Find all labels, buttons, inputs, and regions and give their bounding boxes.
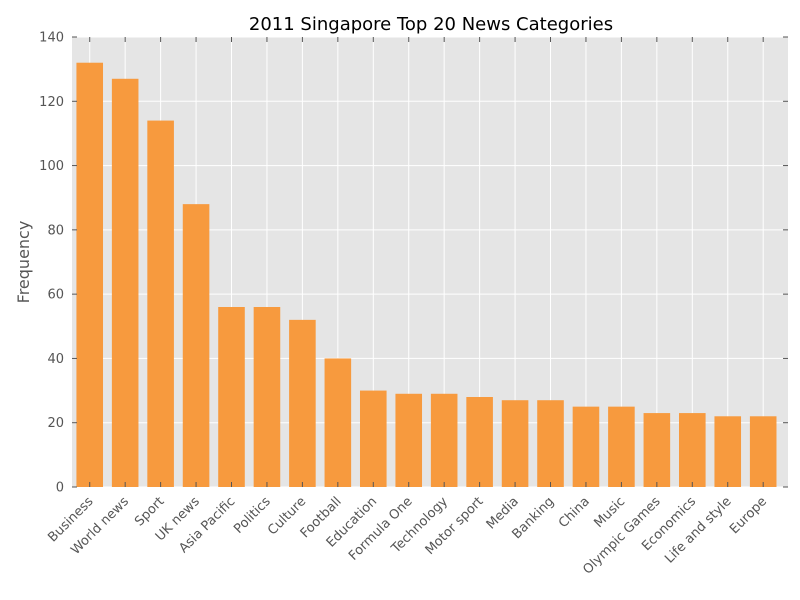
bar [76,62,104,487]
bar [395,393,423,487]
axis-ticks [72,36,788,488]
y-tick-label: 100 [39,159,64,174]
bar [466,397,493,487]
y-tick-label: 20 [47,416,64,431]
y-tick-label: 120 [39,95,64,110]
y-tick-label: 60 [47,288,64,303]
bar [608,406,635,487]
y-tick-label: 40 [47,352,64,367]
chart-title: 2011 Singapore Top 20 News Categories [249,14,613,35]
y-tick-label: 0 [56,481,64,496]
bar [679,413,706,487]
y-tick-label: 80 [47,223,64,238]
bar [430,393,458,487]
bar [359,390,387,487]
x-tick-label: Europe [727,494,770,537]
bar [253,307,281,487]
y-axis-label: Frequency [14,221,33,304]
bar [218,307,245,487]
bar [749,416,777,487]
bar [324,358,352,487]
bar [572,406,600,487]
bar [147,120,174,488]
bar [182,204,210,487]
bar [714,416,742,487]
bar [537,400,564,487]
y-tick-label: 140 [39,31,64,46]
bar [501,400,529,487]
bar [289,319,316,487]
x-tick-label: China [556,494,593,531]
bar [643,413,671,487]
bars-group [76,62,777,488]
bar [111,78,139,488]
